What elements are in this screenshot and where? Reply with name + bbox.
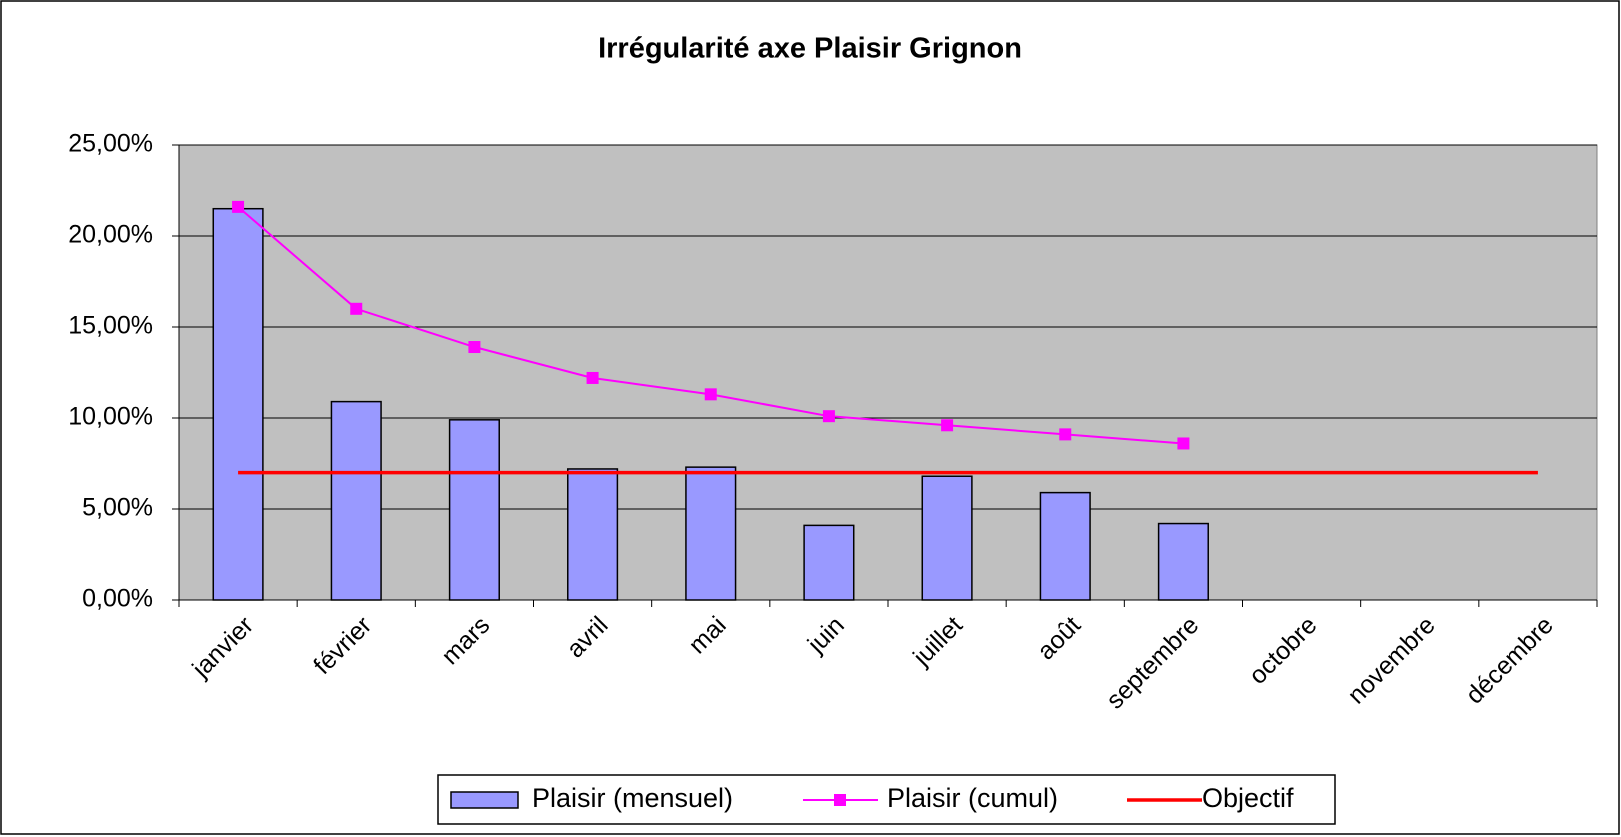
marker <box>586 371 599 384</box>
plot-area <box>178 144 1598 601</box>
y-tick-label: 20,00% <box>68 221 153 249</box>
marker <box>941 419 954 432</box>
bar <box>1157 522 1209 601</box>
bar <box>685 466 737 601</box>
marker <box>232 200 245 213</box>
marker <box>468 341 481 354</box>
legend-label: Plaisir (mensuel) <box>532 783 733 813</box>
bar <box>567 468 619 601</box>
chart-title: Irrégularité axe Plaisir Grignon <box>598 33 1022 65</box>
y-tick-label: 25,00% <box>68 130 153 158</box>
marker <box>1177 437 1190 450</box>
marker <box>704 388 717 401</box>
marker <box>822 410 835 423</box>
bar <box>1039 491 1091 601</box>
y-tick-label: 10,00% <box>68 403 153 431</box>
y-tick-label: 0,00% <box>82 585 153 613</box>
legend-label: Objectif <box>1202 783 1294 813</box>
bar <box>212 207 264 601</box>
y-tick-label: 15,00% <box>68 312 153 340</box>
legend-marker <box>834 794 846 806</box>
legend-label: Plaisir (cumul) <box>887 783 1058 813</box>
legend-swatch <box>450 791 519 809</box>
y-tick-label: 5,00% <box>82 494 153 522</box>
bar <box>803 524 855 601</box>
marker <box>350 302 363 315</box>
bar <box>921 475 973 601</box>
marker <box>1059 428 1072 441</box>
bar <box>448 419 500 601</box>
bar <box>330 400 382 601</box>
